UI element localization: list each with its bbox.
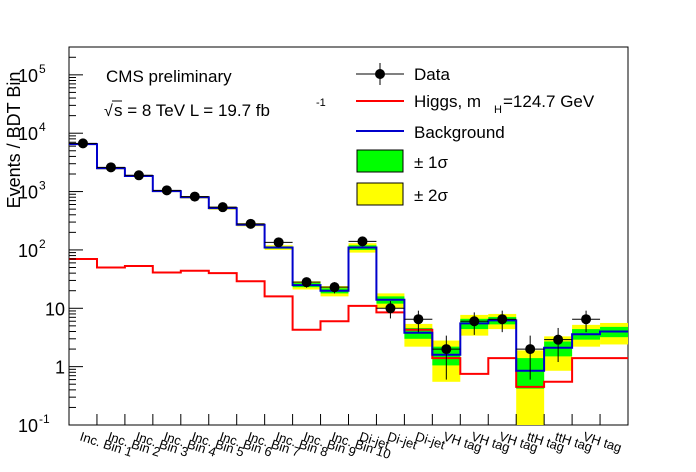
legend-data-marker	[375, 69, 385, 79]
sqrt-symbol: √	[104, 103, 113, 120]
legend-higgs-mass: =124.7 GeV	[503, 92, 595, 111]
legend: Data Higgs, m H =124.7 GeV Background ± …	[356, 63, 595, 206]
y-tick-label-exponent: -1	[39, 412, 50, 426]
legend-higgs-label: Higgs, m	[414, 92, 481, 111]
data-point-9	[301, 277, 312, 288]
legend-two-sigma-label: ± 2σ	[414, 186, 449, 205]
data-point-4	[161, 185, 172, 196]
y-tick-label-exponent: 4	[39, 120, 46, 134]
data-point-2	[105, 162, 116, 173]
data-point-13	[413, 314, 424, 325]
lumi-superscript: -1	[316, 97, 326, 109]
legend-data-label: Data	[414, 65, 450, 84]
data-point-17	[525, 344, 536, 355]
higgs-series-line	[69, 258, 628, 388]
data-point-16	[497, 314, 508, 325]
legend-higgs-subscript: H	[494, 104, 502, 116]
data-point-14	[441, 344, 452, 355]
y-tick-label-exponent: 3	[39, 179, 46, 193]
data-point-18	[553, 334, 564, 345]
y-axis-label: Events / BDT Bin	[4, 72, 24, 209]
legend-background-label: Background	[414, 123, 505, 142]
series-lines	[69, 143, 628, 388]
y-tick-label-exponent: 2	[39, 237, 46, 251]
annotation: CMS preliminary √ s = 8 TeV L = 19.7 fb …	[104, 67, 326, 120]
data-point-5	[189, 191, 200, 202]
y-tick-label: 1	[55, 358, 65, 378]
legend-one-sigma-label: ± 1σ	[414, 153, 449, 172]
data-point-10	[329, 282, 340, 293]
experiment-label: CMS preliminary	[106, 67, 232, 86]
data-point-19	[581, 314, 592, 325]
data-point-1	[77, 138, 88, 149]
y-tick-label: 10	[45, 299, 65, 319]
data-point-15	[469, 316, 480, 327]
data-point-3	[133, 170, 144, 181]
y-tick-label: 10	[18, 66, 38, 86]
y-tick-label: 10	[18, 241, 38, 261]
legend-one-sigma-box	[356, 149, 404, 173]
data-point-12	[385, 303, 396, 314]
data-point-8	[273, 237, 284, 248]
legend-two-sigma-box	[356, 182, 404, 206]
data-points	[69, 138, 601, 380]
data-point-7	[245, 218, 256, 229]
y-tick-label: 10	[18, 124, 38, 144]
energy-label: s = 8 TeV L = 19.7 fb	[114, 101, 270, 120]
y-tick-label: 10	[18, 416, 38, 436]
data-point-6	[217, 202, 228, 213]
y-tick-label: 10	[18, 183, 38, 203]
data-point-11	[357, 236, 368, 247]
y-tick-label-exponent: 5	[39, 62, 46, 76]
